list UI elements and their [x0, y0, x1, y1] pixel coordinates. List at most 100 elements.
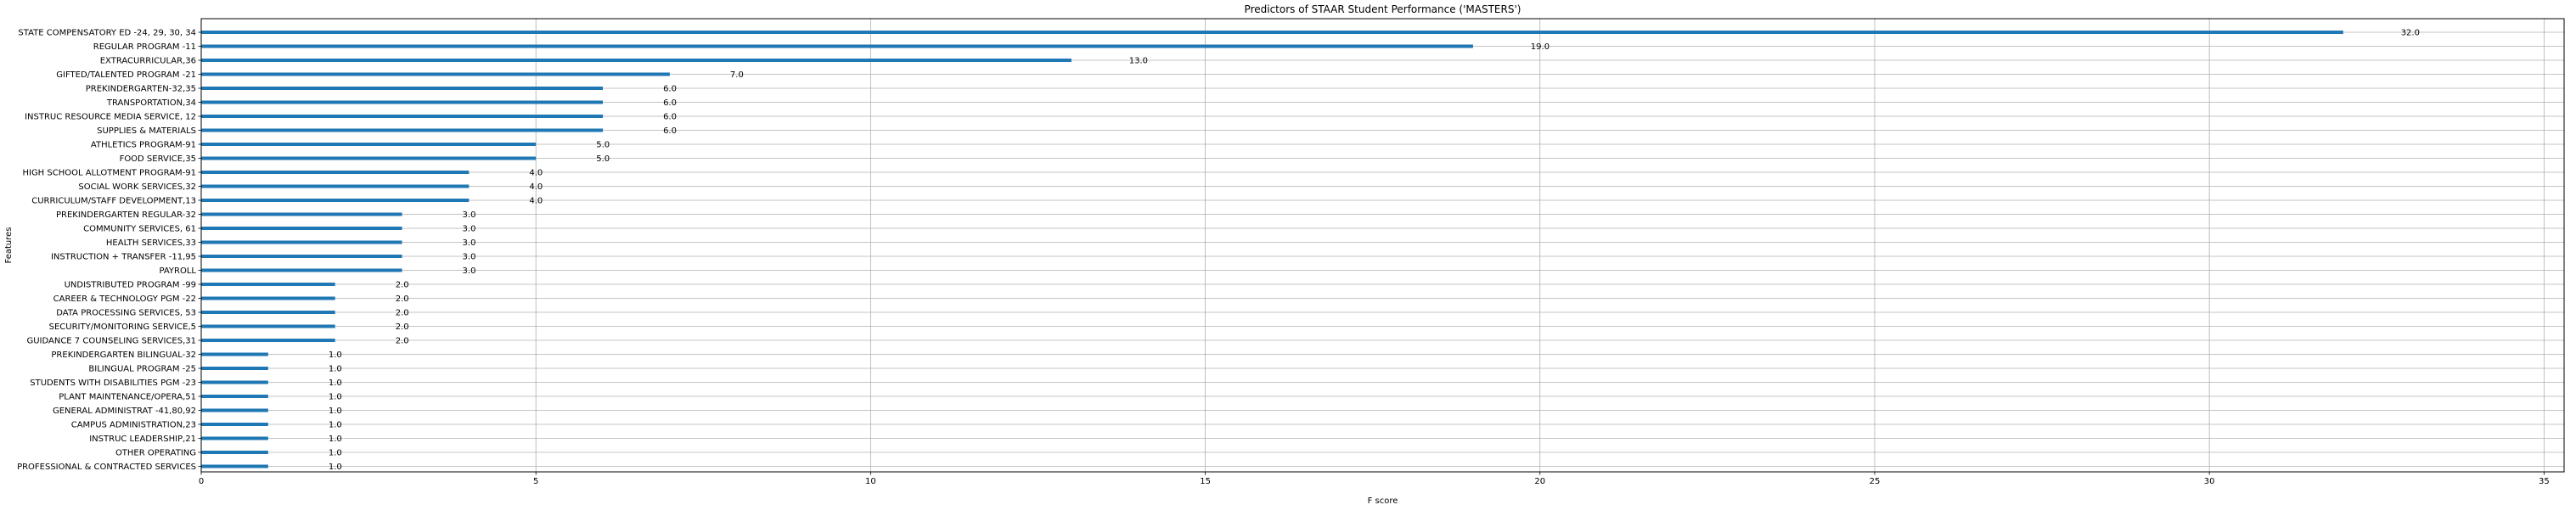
data-label: 1.0 [329, 365, 342, 374]
y-tick-label: HEALTH SERVICES,33 [106, 238, 196, 248]
y-tick-label: PREKINDERGARTEN-32,35 [86, 85, 196, 94]
bar [201, 311, 335, 314]
data-label: 4.0 [529, 169, 543, 178]
bar [201, 128, 604, 132]
bar [201, 324, 335, 328]
bar [201, 255, 402, 258]
data-label: 6.0 [663, 85, 677, 94]
x-tick-label: 5 [533, 477, 538, 486]
bar [201, 87, 604, 90]
data-label: 5.0 [596, 141, 610, 150]
y-tick-label: STUDENTS WITH DISABILITIES PGM -23 [30, 379, 196, 388]
x-tick-label: 20 [1534, 477, 1545, 486]
bar [201, 199, 470, 202]
y-tick-label: GUIDANCE 7 COUNSELING SERVICES,31 [26, 337, 196, 346]
data-label: 2.0 [396, 322, 409, 332]
data-label: 7.0 [730, 70, 744, 80]
data-label: 4.0 [529, 197, 543, 206]
bar [201, 408, 268, 412]
data-label: 5.0 [596, 154, 610, 164]
data-label: 1.0 [329, 379, 342, 388]
y-tick-label: CAREER & TECHNOLOGY PGM -22 [53, 294, 196, 304]
y-tick-label: INSTRUCTION + TRANSFER -11,95 [51, 253, 196, 262]
data-label: 6.0 [663, 126, 677, 136]
y-tick-label: SECURITY/MONITORING SERVICE,5 [49, 322, 196, 332]
data-labels: 32.0 19.0 13.0 7.0 6.0 6.0 6.0 6.0 5.0 5.0 4.0 4.0 4… [329, 29, 2420, 473]
bar [201, 212, 402, 216]
data-label: 1.0 [329, 393, 342, 402]
y-tick-label: OTHER OPERATING [115, 449, 196, 458]
y-tick-label: REGULAR PROGRAM -11 [93, 42, 196, 52]
chart-title: Predictors of STAAR Student Performance … [1245, 3, 1521, 15]
data-label: 32.0 [2401, 29, 2420, 38]
y-tick-label: EXTRACURRICULAR,36 [100, 57, 196, 66]
y-tick-label: PREKINDERGARTEN BILINGUAL-32 [51, 351, 196, 360]
y-tick-label: SUPPLIES & MATERIALS [97, 126, 196, 136]
x-tick-label: 0 [199, 477, 204, 486]
bar [201, 44, 1473, 48]
y-tick-label: PLANT MAINTENANCE/OPERA,51 [59, 393, 196, 402]
x-axis-label: F score [1368, 496, 1398, 506]
bar [201, 143, 537, 146]
bar [201, 171, 470, 174]
y-tick-label: TRANSPORTATION,34 [106, 98, 196, 108]
bar [201, 72, 670, 76]
data-label: 3.0 [463, 225, 476, 234]
x-tick-label: 10 [865, 477, 876, 486]
bar [201, 59, 1071, 62]
bar [201, 436, 268, 440]
bar [201, 115, 604, 118]
bar [201, 100, 604, 104]
data-label: 2.0 [396, 309, 409, 318]
y-tick-label: STATE COMPENSATORY ED -24, 29, 30, 34 [18, 29, 196, 38]
bar [201, 240, 402, 244]
y-tick-label: PROFESSIONAL & CONTRACTED SERVICES [17, 463, 196, 472]
y-tick-label: INSTRUC RESOURCE MEDIA SERVICE, 12 [25, 113, 196, 122]
data-label: 13.0 [1129, 57, 1148, 66]
bar [201, 184, 470, 188]
bar [201, 380, 268, 384]
y-tick-label: DATA PROCESSING SERVICES, 53 [56, 309, 196, 318]
y-tick-label: UNDISTRIBUTED PROGRAM -99 [65, 281, 196, 290]
data-label: 3.0 [463, 238, 476, 248]
axis-ticks: 0 5 10 15 20 25 30 35 STATE COMPENSATORY ED -24,… [17, 29, 2550, 487]
data-label: 2.0 [396, 294, 409, 304]
data-label: 1.0 [329, 421, 342, 430]
y-tick-label: SOCIAL WORK SERVICES,32 [78, 182, 196, 192]
bar [201, 31, 2343, 34]
y-tick-label: INSTRUC LEADERSHIP,21 [89, 435, 196, 444]
y-tick-label: HIGH SCHOOL ALLOTMENT PROGRAM-91 [22, 169, 196, 178]
bar [201, 451, 268, 454]
y-tick-label: FOOD SERVICE,35 [120, 154, 196, 164]
bar [201, 283, 335, 286]
y-tick-label: BILINGUAL PROGRAM -25 [88, 365, 196, 374]
data-label: 2.0 [396, 337, 409, 346]
data-label: 3.0 [463, 253, 476, 262]
y-tick-label: ATHLETICS PROGRAM-91 [91, 141, 196, 150]
x-tick-label: 25 [1870, 477, 1881, 486]
y-tick-label: PREKINDERGARTEN REGULAR-32 [56, 210, 196, 220]
bar [201, 423, 268, 426]
bar [201, 156, 537, 160]
data-label: 19.0 [1531, 42, 1550, 52]
x-tick-label: 30 [2204, 477, 2215, 486]
bar [201, 352, 268, 356]
bar [201, 339, 335, 342]
data-label: 1.0 [329, 449, 342, 458]
grid-lines [200, 19, 2564, 472]
x-tick-label: 35 [2539, 477, 2550, 486]
y-tick-label: COMMUNITY SERVICES, 61 [83, 225, 196, 234]
y-axis-label: Features [4, 227, 14, 264]
y-tick-label: GIFTED/TALENTED PROGRAM -21 [56, 70, 196, 80]
data-label: 1.0 [329, 407, 342, 416]
y-tick-label: GENERAL ADMINISTRAT -41,80,92 [53, 407, 196, 416]
data-label: 3.0 [463, 266, 476, 276]
bar [201, 367, 268, 370]
bar [201, 395, 268, 398]
y-tick-label: CAMPUS ADMINISTRATION,23 [71, 421, 196, 430]
y-tick-label: CURRICULUM/STAFF DEVELOPMENT,13 [31, 197, 196, 206]
data-label: 4.0 [529, 182, 543, 192]
bar [201, 227, 402, 230]
